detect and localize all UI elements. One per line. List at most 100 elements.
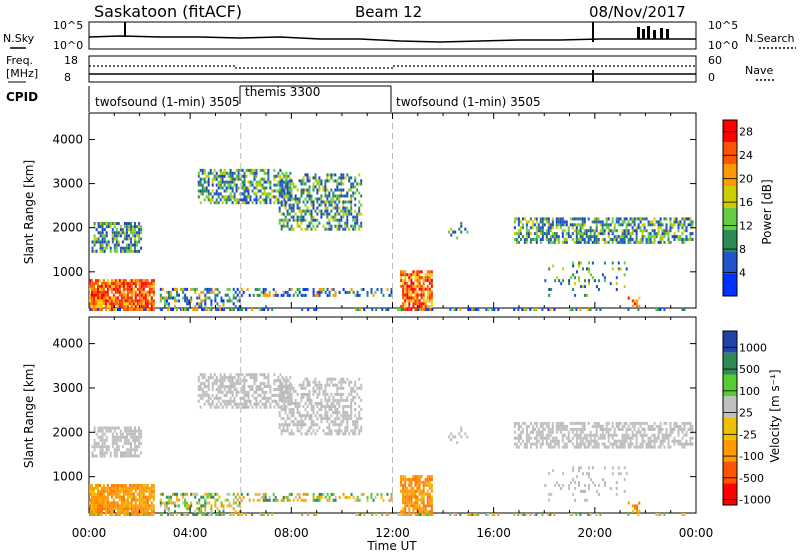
- echo-cell: [134, 501, 137, 505]
- echo-cell: [113, 234, 116, 238]
- echo-cell: [467, 308, 470, 311]
- echo-cell: [302, 200, 305, 204]
- echo-cell: [513, 238, 516, 241]
- echo-cell: [261, 308, 264, 311]
- echo-cell: [150, 504, 153, 508]
- echo-cell: [464, 432, 467, 436]
- echo-cell: [360, 417, 363, 421]
- echo-cell: [102, 501, 105, 505]
- echo-cell: [404, 486, 407, 490]
- echo-cell: [121, 454, 124, 458]
- echo-cell: [238, 495, 241, 499]
- echo-cell: [221, 382, 224, 385]
- echo-cell: [659, 235, 662, 239]
- echo-cell: [306, 398, 309, 402]
- echo-cell: [562, 484, 565, 487]
- echo-cell: [267, 192, 270, 196]
- echo-cell: [627, 232, 630, 236]
- echo-cell: [219, 390, 222, 394]
- echo-cell: [326, 173, 329, 177]
- echo-cell: [625, 421, 628, 425]
- echo-cell: [677, 235, 680, 239]
- echo-cell: [211, 180, 214, 184]
- echo-cell: [371, 308, 374, 311]
- echo-cell: [101, 302, 103, 306]
- echo-cell: [406, 281, 409, 285]
- echo-cell: [416, 480, 419, 484]
- echo-cell: [99, 501, 101, 505]
- echo-cell: [184, 504, 187, 508]
- echo-cell: [276, 293, 279, 297]
- echo-cell: [312, 218, 315, 222]
- echo-cell: [211, 177, 214, 181]
- echo-cell: [95, 492, 97, 496]
- echo-cell: [565, 424, 568, 428]
- echo-cell: [199, 183, 202, 187]
- echo-cell: [414, 270, 417, 274]
- echo-cell: [239, 402, 242, 406]
- echo-cell: [292, 423, 295, 427]
- echo-cell: [589, 442, 592, 446]
- echo-cell: [517, 445, 520, 449]
- echo-cell: [588, 484, 590, 487]
- echo-cell: [136, 504, 139, 508]
- echo-cell: [390, 293, 393, 297]
- echo-cell: [422, 281, 425, 285]
- colorbar-segment: [723, 164, 737, 186]
- echo-cell: [350, 224, 353, 228]
- echo-cell: [231, 189, 234, 193]
- echo-cell: [245, 174, 248, 178]
- echo-cell: [350, 197, 353, 201]
- echo-cell: [136, 492, 139, 496]
- echo-cell: [142, 282, 145, 285]
- echo-cell: [517, 220, 520, 224]
- echo-cell: [278, 395, 281, 399]
- echo-cell: [221, 513, 224, 516]
- echo-cell: [273, 183, 276, 187]
- echo-cell: [621, 223, 624, 227]
- echo-cell: [635, 421, 638, 425]
- echo-cell: [102, 486, 105, 490]
- echo-cell: [243, 396, 246, 400]
- echo-cell: [130, 228, 132, 232]
- echo-cell: [91, 240, 94, 244]
- echo-cell: [223, 168, 226, 172]
- echo-cell: [425, 513, 428, 516]
- echo-cell: [253, 382, 256, 385]
- echo-cell: [196, 296, 199, 300]
- echo-cell: [280, 429, 283, 433]
- echo-cell: [653, 223, 656, 227]
- echo-cell: [207, 183, 210, 187]
- echo-cell: [296, 197, 299, 201]
- echo-cell: [519, 229, 522, 233]
- echo-cell: [292, 215, 295, 219]
- echo-cell: [587, 445, 590, 449]
- echo-cell: [217, 195, 220, 199]
- echo-cell: [344, 221, 347, 225]
- echo-cell: [165, 299, 168, 303]
- echo-cell: [430, 489, 433, 493]
- echo-cell: [245, 308, 248, 311]
- echo-cell: [677, 433, 680, 437]
- echo-cell: [631, 509, 634, 513]
- echo-cell: [240, 498, 243, 502]
- echo-cell: [227, 186, 230, 190]
- echo-cell: [601, 238, 604, 241]
- echo-cell: [312, 185, 315, 189]
- echo-cell: [430, 284, 433, 288]
- echo-cell: [215, 198, 218, 202]
- echo-cell: [223, 308, 226, 311]
- echo-cell: [685, 226, 688, 230]
- echo-cell: [426, 296, 429, 300]
- echo-cell: [584, 293, 586, 297]
- echo-cell: [597, 238, 600, 241]
- echo-cell: [99, 240, 102, 244]
- echo-cell: [245, 373, 248, 377]
- echo-cell: [123, 225, 126, 229]
- echo-cell: [288, 395, 291, 399]
- echo-cell: [219, 396, 222, 400]
- echo-cell: [681, 223, 684, 227]
- echo-cell: [574, 487, 577, 490]
- echo-cell: [225, 390, 228, 394]
- echo-cell: [229, 513, 232, 516]
